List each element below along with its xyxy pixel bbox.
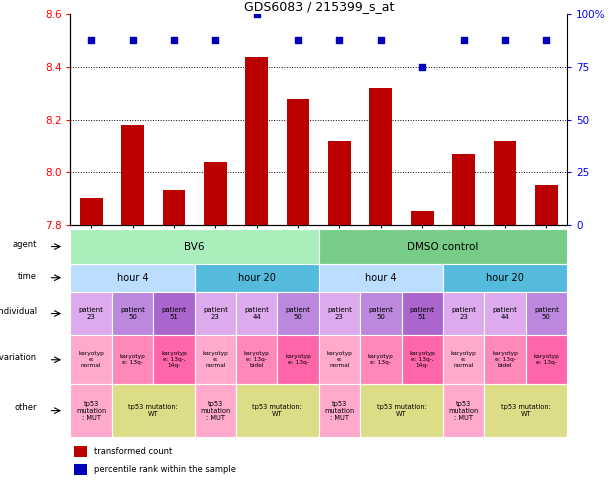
Point — [169, 36, 179, 43]
Bar — [74, 464, 88, 475]
Text: karyotyp
e: 13q-,
14q-: karyotyp e: 13q-, 14q- — [161, 352, 187, 368]
Text: other: other — [15, 403, 37, 412]
Text: karyotyp
e: 13q-
bidel: karyotyp e: 13q- bidel — [244, 352, 270, 368]
Text: patient
51: patient 51 — [409, 307, 435, 320]
Bar — [328, 141, 351, 225]
Text: tp53 mutation:
WT: tp53 mutation: WT — [128, 404, 178, 417]
Text: patient
44: patient 44 — [244, 307, 269, 320]
Text: tp53
mutation
: MUT: tp53 mutation : MUT — [449, 400, 479, 421]
Text: patient
50: patient 50 — [368, 307, 394, 320]
Text: hour 20: hour 20 — [238, 273, 276, 283]
Text: tp53 mutation:
WT: tp53 mutation: WT — [253, 404, 302, 417]
Point — [541, 36, 551, 43]
Bar — [74, 445, 88, 457]
Bar — [121, 125, 144, 225]
Text: percentile rank within the sample: percentile rank within the sample — [94, 465, 236, 474]
Text: hour 20: hour 20 — [486, 273, 524, 283]
Bar — [493, 141, 516, 225]
Bar — [80, 199, 102, 225]
Point — [86, 36, 96, 43]
Text: hour 4: hour 4 — [116, 273, 148, 283]
Text: patient
50: patient 50 — [120, 307, 145, 320]
Bar — [204, 161, 227, 225]
Text: patient
23: patient 23 — [203, 307, 228, 320]
Text: tp53 mutation:
WT: tp53 mutation: WT — [501, 404, 550, 417]
Text: patient
50: patient 50 — [286, 307, 311, 320]
Text: karyotyp
e:
normal: karyotyp e: normal — [451, 352, 476, 368]
Text: karyotyp
e: 13q-
bidel: karyotyp e: 13q- bidel — [492, 352, 518, 368]
Text: karyotyp
e: 13q-,
14q-: karyotyp e: 13q-, 14q- — [409, 352, 435, 368]
Text: karyotyp
e: 13q-: karyotyp e: 13q- — [533, 355, 559, 365]
Text: patient
50: patient 50 — [534, 307, 559, 320]
Text: tp53
mutation
: MUT: tp53 mutation : MUT — [200, 400, 230, 421]
Point — [376, 36, 386, 43]
Title: GDS6083 / 215399_s_at: GDS6083 / 215399_s_at — [243, 0, 394, 14]
Text: BV6: BV6 — [185, 242, 205, 252]
Text: karyotyp
e: 13q-: karyotyp e: 13q- — [368, 355, 394, 365]
Bar — [245, 57, 268, 225]
Text: patient
51: patient 51 — [161, 307, 186, 320]
Text: DMSO control: DMSO control — [407, 242, 479, 252]
Point — [335, 36, 345, 43]
Text: individual: individual — [0, 307, 37, 316]
Text: genotype/variation: genotype/variation — [0, 353, 37, 362]
Point — [417, 63, 427, 71]
Bar — [411, 212, 433, 225]
Point — [293, 36, 303, 43]
Point — [210, 36, 220, 43]
Text: patient
23: patient 23 — [78, 307, 104, 320]
Text: tp53
mutation
: MUT: tp53 mutation : MUT — [324, 400, 354, 421]
Text: patient
23: patient 23 — [451, 307, 476, 320]
Point — [459, 36, 468, 43]
Bar — [370, 88, 392, 225]
Bar — [287, 99, 310, 225]
Point — [128, 36, 137, 43]
Text: transformed count: transformed count — [94, 447, 172, 456]
Bar — [452, 154, 475, 225]
Point — [500, 36, 510, 43]
Text: karyotyp
e:
normal: karyotyp e: normal — [202, 352, 228, 368]
Point — [252, 11, 262, 18]
Text: agent: agent — [13, 241, 37, 249]
Bar — [162, 190, 185, 225]
Text: karyotyp
e: 13q-: karyotyp e: 13q- — [285, 355, 311, 365]
Text: karyotyp
e:
normal: karyotyp e: normal — [78, 352, 104, 368]
Text: karyotyp
e:
normal: karyotyp e: normal — [327, 352, 352, 368]
Text: time: time — [18, 272, 37, 281]
Text: karyotyp
e: 13q-: karyotyp e: 13q- — [120, 355, 145, 365]
Bar — [535, 185, 558, 225]
Text: tp53
mutation
: MUT: tp53 mutation : MUT — [76, 400, 106, 421]
Text: hour 4: hour 4 — [365, 273, 397, 283]
Text: patient
44: patient 44 — [492, 307, 517, 320]
Text: patient
23: patient 23 — [327, 307, 352, 320]
Text: tp53 mutation:
WT: tp53 mutation: WT — [376, 404, 427, 417]
